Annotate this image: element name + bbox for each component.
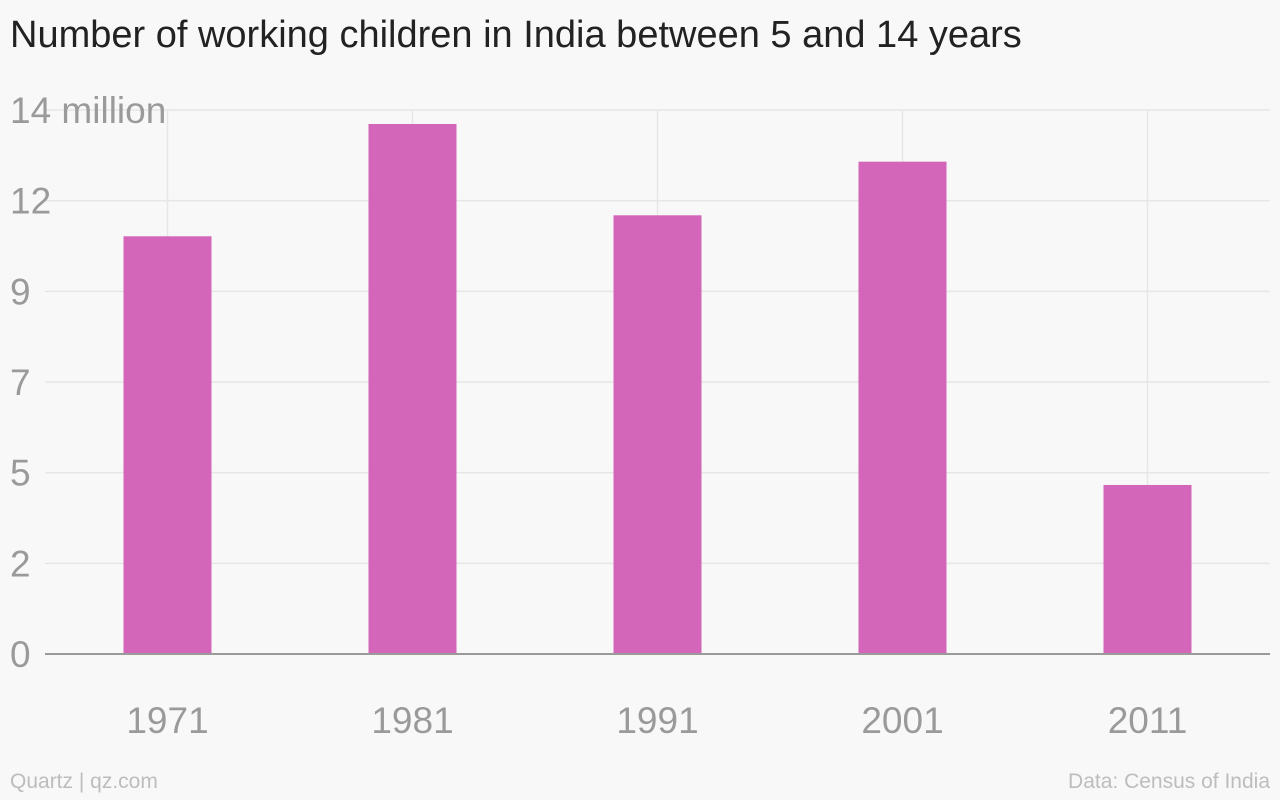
- bar-2011: [1103, 484, 1192, 654]
- y-axis-tick-labels: 0 2 5 7 9 12 14 million: [10, 90, 166, 675]
- footer-credit: Quartz | qz.com: [10, 770, 158, 793]
- y-tick-label: 9: [10, 271, 31, 312]
- y-tick-label: 14 million: [10, 90, 166, 131]
- y-tick-label: 5: [10, 453, 31, 494]
- y-tick-label: 12: [10, 181, 51, 222]
- y-tick-label: 7: [10, 362, 31, 403]
- bar-1971: [123, 236, 212, 655]
- y-tick-label: 2: [10, 543, 31, 584]
- bar-1991: [613, 215, 702, 654]
- x-tick-label: 2011: [1108, 700, 1188, 741]
- x-axis-tick-labels: 1971 1981 1991 2001 2011: [126, 700, 1187, 741]
- bars: [123, 123, 1192, 655]
- bar-1981: [368, 123, 457, 654]
- y-tick-label: 0: [10, 634, 31, 675]
- x-tick-label: 1991: [616, 700, 698, 741]
- footer-source: Data: Census of India: [1068, 770, 1270, 793]
- x-tick-label: 2001: [861, 700, 943, 741]
- chart-title: Number of working children in India betw…: [10, 14, 1022, 56]
- x-tick-label: 1981: [371, 700, 453, 741]
- bar-2001: [858, 161, 947, 654]
- x-tick-label: 1971: [126, 700, 208, 741]
